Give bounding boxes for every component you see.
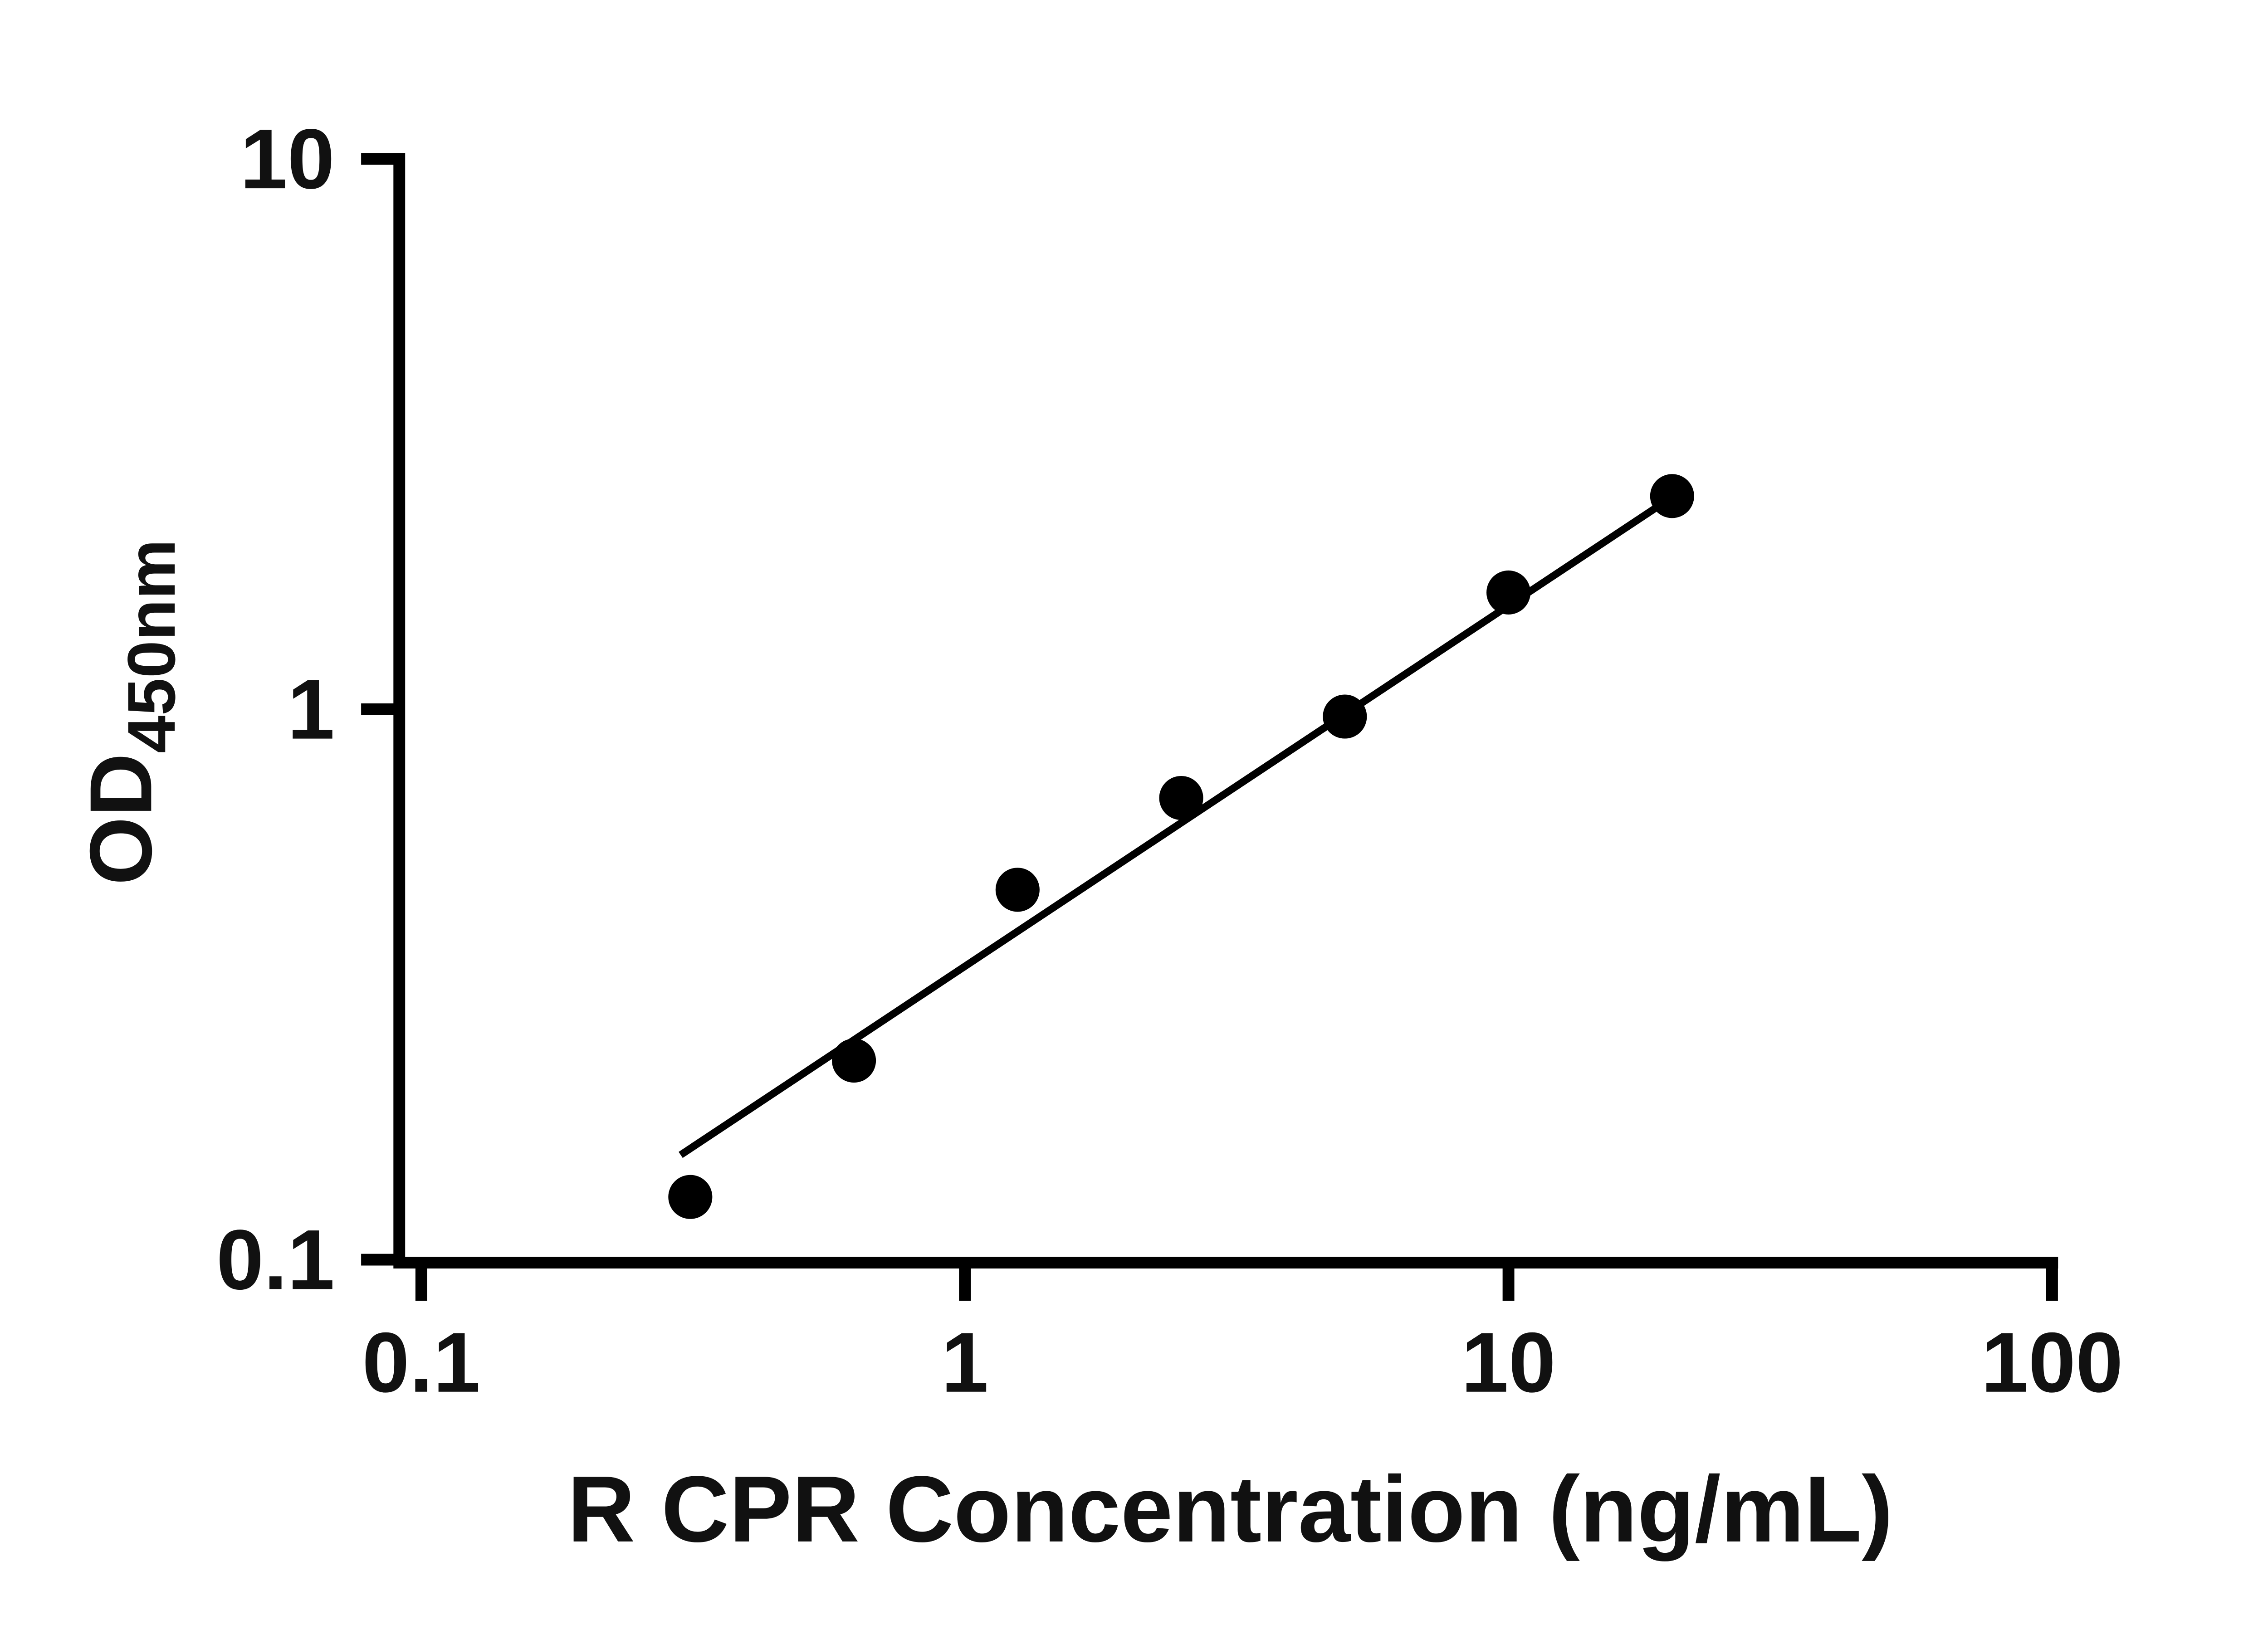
y-axis-title-main: OD bbox=[72, 753, 170, 885]
axis-spine bbox=[393, 153, 2058, 1268]
data-point bbox=[832, 1039, 876, 1083]
y-tick-label: 1 bbox=[287, 662, 334, 757]
data-point bbox=[1323, 694, 1367, 739]
x-axis-title: R CPR Concentration (ng/mL) bbox=[567, 1457, 1893, 1561]
x-tick-label: 1 bbox=[941, 1315, 988, 1410]
y-tick-label: 0.1 bbox=[216, 1212, 335, 1307]
y-axis-title: OD450nm bbox=[72, 539, 189, 885]
data-point bbox=[1159, 776, 1203, 820]
x-tick-label: 100 bbox=[1981, 1315, 2123, 1410]
y-tick-label: 10 bbox=[240, 111, 335, 206]
data-point bbox=[995, 868, 1040, 912]
data-point bbox=[668, 1175, 713, 1219]
data-point bbox=[1486, 570, 1531, 615]
plot-area: 0.1 1 10 100 0.1 1 10 bbox=[216, 111, 2123, 1410]
x-tick-label: 0.1 bbox=[362, 1315, 480, 1410]
x-tick-label: 10 bbox=[1461, 1315, 1556, 1410]
y-axis-title-sub: 450nm bbox=[113, 539, 189, 753]
data-point bbox=[1650, 474, 1694, 518]
